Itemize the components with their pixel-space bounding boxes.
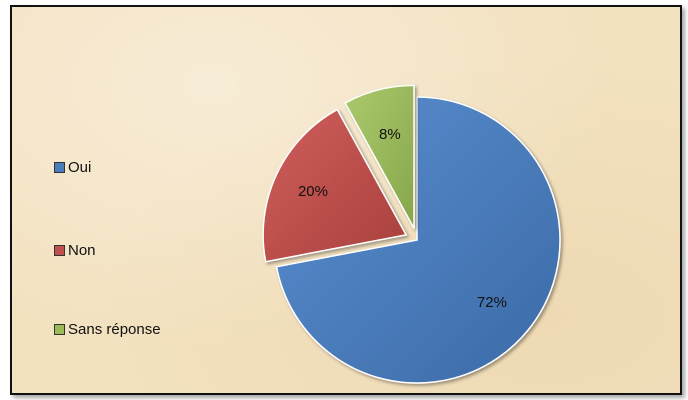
pie-slice-oui xyxy=(275,96,561,384)
pie-label-sans-reponse: 8% xyxy=(379,126,401,143)
legend-item-oui: Oui xyxy=(54,159,91,176)
pie-slice-sans-reponse xyxy=(344,84,415,229)
legend-item-non: Non xyxy=(54,242,96,259)
legend-swatch-non xyxy=(54,245,65,256)
legend-label-sans-reponse: Sans réponse xyxy=(68,321,161,338)
pie-label-oui: 72% xyxy=(477,294,507,311)
pie-chart: 72% 20% 8% xyxy=(262,84,561,384)
pie-label-non: 20% xyxy=(298,183,328,200)
legend-swatch-sans-reponse xyxy=(54,324,65,335)
legend-swatch-oui xyxy=(54,162,65,173)
legend-label-non: Non xyxy=(68,242,96,259)
pie-slice-non xyxy=(262,108,408,263)
legend-item-sans-reponse: Sans réponse xyxy=(54,321,161,338)
chart-frame: Oui Non Sans réponse xyxy=(10,5,682,395)
legend-label-oui: Oui xyxy=(68,159,92,176)
